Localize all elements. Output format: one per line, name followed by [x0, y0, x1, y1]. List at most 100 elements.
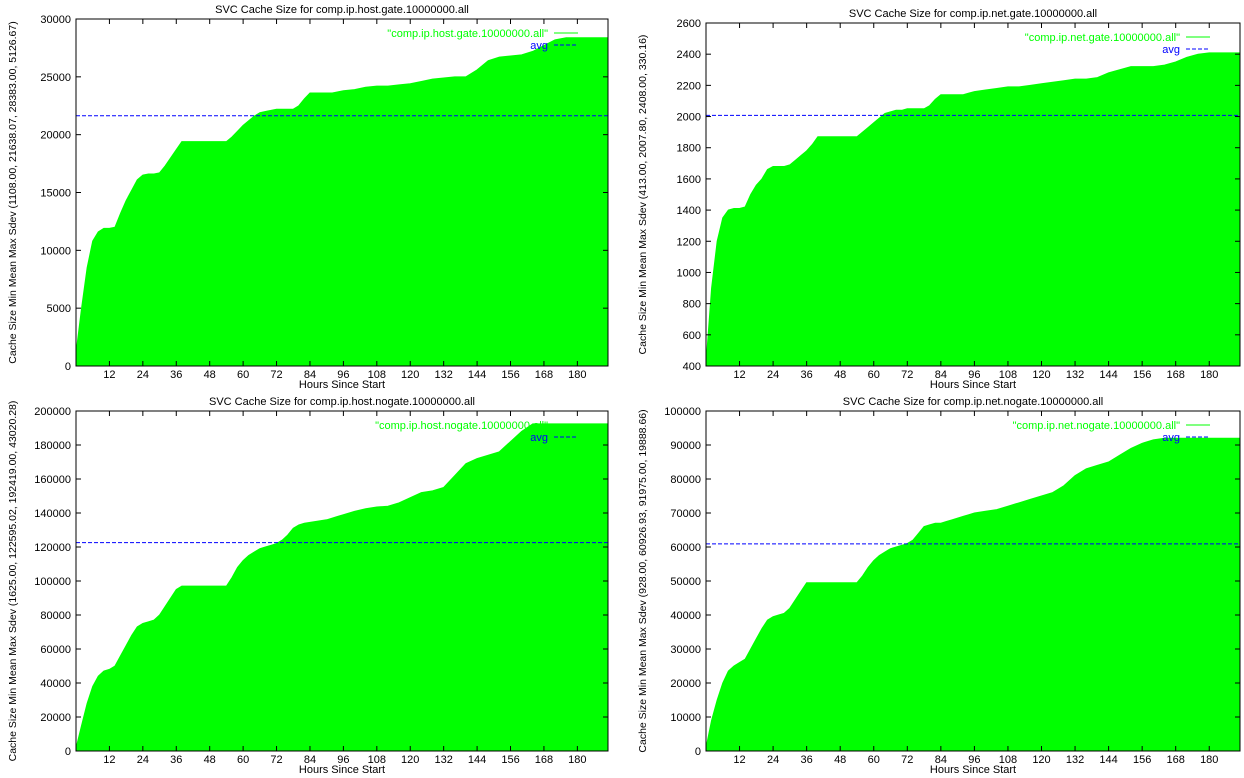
- x-tick-label: 168: [1167, 754, 1185, 766]
- x-tick-label: 96: [337, 369, 349, 381]
- y-tick-label: 2400: [677, 49, 701, 61]
- y-tick-label: 80000: [670, 474, 701, 486]
- x-tick-label: 84: [304, 754, 316, 766]
- x-tick-label: 144: [468, 369, 486, 381]
- y-tick-label: 180000: [34, 440, 71, 452]
- x-tick-label: 36: [801, 754, 813, 766]
- x-tick-label: 48: [834, 369, 846, 381]
- y-tick-label: 1800: [677, 143, 701, 155]
- chart-title: SVC Cache Size for comp.ip.net.nogate.10…: [843, 396, 1104, 408]
- y-tick-label: 200000: [34, 406, 71, 418]
- x-axis-label: Hours Since Start: [930, 764, 1016, 776]
- x-tick-label: 36: [801, 369, 813, 381]
- x-tick-label: 180: [568, 369, 586, 381]
- y-tick-label: 800: [683, 299, 701, 311]
- y-tick-label: 15000: [40, 188, 71, 200]
- x-axis-label: Hours Since Start: [299, 379, 385, 391]
- x-tick-label: 96: [968, 369, 980, 381]
- x-tick-label: 108: [999, 754, 1017, 766]
- x-tick-label: 156: [501, 369, 519, 381]
- x-tick-label: 60: [237, 369, 249, 381]
- y-tick-label: 30000: [670, 644, 701, 656]
- x-tick-label: 72: [901, 754, 913, 766]
- legend-avg-label: avg: [530, 432, 548, 444]
- x-tick-label: 84: [935, 369, 947, 381]
- y-tick-label: 0: [695, 746, 701, 758]
- series-area: [705, 437, 1241, 752]
- x-tick-label: 48: [204, 754, 216, 766]
- y-tick-label: 1200: [677, 236, 701, 248]
- legend-series-label: "comp.ip.net.nogate.10000000.all": [1013, 420, 1181, 432]
- chart-title: SVC Cache Size for comp.ip.net.gate.1000…: [849, 8, 1097, 20]
- y-axis-label: Cache Size Min Mean Max Sdev (1108.00, 2…: [7, 21, 19, 363]
- x-tick-label: 108: [999, 369, 1017, 381]
- y-tick-label: 10000: [670, 712, 701, 724]
- x-tick-label: 132: [434, 369, 452, 381]
- x-tick-label: 180: [1200, 369, 1218, 381]
- chart-title: SVC Cache Size for comp.ip.host.gate.100…: [215, 4, 469, 16]
- legend-series-label: "comp.ip.net.gate.10000000.all": [1025, 32, 1180, 44]
- x-tick-label: 12: [733, 754, 745, 766]
- x-tick-label: 156: [1133, 754, 1151, 766]
- y-tick-label: 140000: [34, 508, 71, 520]
- x-tick-label: 84: [935, 754, 947, 766]
- x-tick-label: 24: [137, 754, 149, 766]
- y-tick-label: 20000: [40, 712, 71, 724]
- x-tick-label: 24: [767, 754, 779, 766]
- y-tick-label: 30000: [40, 14, 71, 26]
- y-tick-label: 1600: [677, 174, 701, 186]
- y-axis-label: Cache Size Min Mean Max Sdev (1625.00, 1…: [7, 401, 19, 762]
- x-tick-label: 180: [568, 754, 586, 766]
- y-tick-label: 2200: [677, 80, 701, 92]
- y-tick-label: 20000: [670, 678, 701, 690]
- legend-series-label: "comp.ip.host.gate.10000000.all": [387, 28, 548, 40]
- y-tick-label: 40000: [670, 610, 701, 622]
- y-tick-label: 100000: [664, 406, 701, 418]
- x-tick-label: 132: [434, 754, 452, 766]
- legend-avg-label: avg: [1162, 44, 1180, 56]
- chart-panel-1: 0 5000 10000 15000 20000 25000 30000 12 24 36 48 60…: [7, 4, 609, 391]
- y-tick-label: 70000: [670, 508, 701, 520]
- series-area: [75, 423, 609, 752]
- series-area: [75, 37, 609, 367]
- y-tick-label: 10000: [40, 245, 71, 257]
- y-tick-label: 100000: [34, 576, 71, 588]
- y-tick-label: 2600: [677, 18, 701, 30]
- x-axis-label: Hours Since Start: [930, 379, 1016, 391]
- chart-title: SVC Cache Size for comp.ip.host.nogate.1…: [209, 396, 475, 408]
- x-tick-label: 168: [535, 754, 553, 766]
- y-tick-label: 0: [65, 361, 71, 373]
- x-tick-label: 108: [368, 754, 386, 766]
- x-tick-label: 48: [204, 369, 216, 381]
- y-tick-label: 60000: [40, 644, 71, 656]
- x-tick-label: 180: [1200, 754, 1218, 766]
- x-tick-label: 12: [733, 369, 745, 381]
- y-tick-label: 20000: [40, 130, 71, 142]
- x-tick-label: 132: [1066, 754, 1084, 766]
- x-tick-label: 120: [401, 754, 419, 766]
- x-tick-label: 144: [1099, 369, 1117, 381]
- y-tick-label: 80000: [40, 610, 71, 622]
- x-tick-label: 36: [170, 754, 182, 766]
- x-tick-label: 12: [103, 369, 115, 381]
- series-area: [705, 52, 1241, 367]
- x-tick-label: 144: [468, 754, 486, 766]
- x-tick-label: 168: [1167, 369, 1185, 381]
- y-axis-label: Cache Size Min Mean Max Sdev (413.00, 20…: [637, 35, 649, 355]
- x-tick-label: 168: [535, 369, 553, 381]
- x-tick-label: 120: [1032, 754, 1050, 766]
- y-tick-label: 600: [683, 330, 701, 342]
- x-tick-label: 132: [1066, 369, 1084, 381]
- x-tick-label: 96: [968, 754, 980, 766]
- x-tick-label: 120: [1032, 369, 1050, 381]
- x-tick-label: 36: [170, 369, 182, 381]
- x-tick-label: 72: [270, 369, 282, 381]
- x-tick-label: 120: [401, 369, 419, 381]
- x-tick-label: 60: [237, 754, 249, 766]
- y-tick-label: 400: [683, 361, 701, 373]
- x-tick-label: 48: [834, 754, 846, 766]
- plot-frame: [705, 22, 1241, 367]
- y-tick-label: 40000: [40, 678, 71, 690]
- x-tick-label: 156: [1133, 369, 1151, 381]
